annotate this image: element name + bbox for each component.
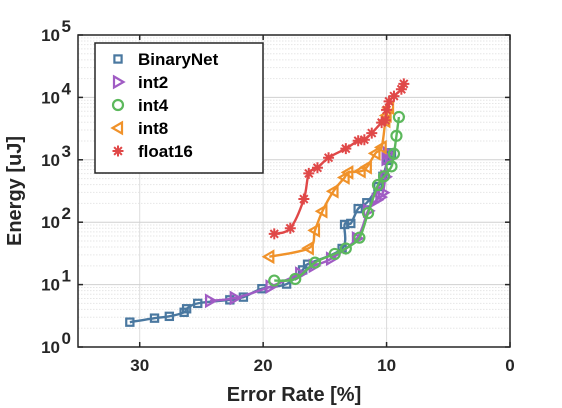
legend-item-int2: int2 [112, 73, 168, 92]
series-int4-point [361, 206, 375, 220]
legend-label-float16: float16 [138, 142, 193, 161]
series-int4-point [289, 272, 302, 286]
y-tick-label: 10 [41, 338, 60, 357]
series-int8-point [336, 170, 350, 185]
series-binarynet-point [353, 203, 363, 214]
series-int2-point [229, 290, 243, 306]
y-tick-label: 10 [41, 88, 60, 107]
series-binarynet-point [193, 298, 203, 309]
legend-marker-int4 [111, 98, 125, 112]
legend-item-int4: int4 [111, 96, 169, 115]
legend-marker-float16 [112, 145, 124, 157]
series-int8-point [261, 249, 275, 265]
y-tick-label-exponent: 0 [62, 329, 71, 348]
legend-label-int4: int4 [138, 96, 169, 115]
y-tick-label-exponent: 2 [62, 204, 71, 223]
x-tick-label: 10 [377, 356, 396, 375]
series-int4-point [353, 231, 366, 244]
series-float16-point [395, 83, 407, 95]
series-binarynet-point [346, 218, 356, 229]
series-int2-point [204, 293, 218, 309]
series-float16-point [358, 134, 370, 146]
y-axis-label: Energy [uJ] [4, 136, 26, 246]
x-tick-label: 30 [130, 356, 149, 375]
series-int8-point [359, 159, 372, 175]
series-int2-point [377, 185, 391, 201]
series-float16-point [268, 228, 280, 240]
legend-label-int2: int2 [138, 73, 168, 92]
series-int8-point [352, 163, 366, 179]
x-axis-label: Error Rate [%] [227, 384, 361, 406]
series-binarynet-point [164, 311, 175, 322]
legend-item-float16: float16 [112, 142, 193, 161]
series-float16-point [398, 78, 410, 90]
legend-item-binarynet: BinaryNet [113, 50, 219, 69]
series-int8-point [307, 222, 321, 238]
series-int4-point [387, 147, 401, 160]
legend-item-int8: int8 [110, 119, 168, 138]
legend-label-binarynet: BinaryNet [138, 50, 219, 69]
series-float16 [268, 78, 410, 240]
series-float16-point [311, 162, 323, 174]
series-float16-point [323, 152, 335, 164]
series-int4-point [385, 160, 398, 173]
series-binarynet-point [149, 313, 160, 323]
legend: BinaryNet int2 int4 int8 float16 [94, 42, 264, 174]
x-tick-label: 0 [505, 356, 514, 375]
series-float16-point [366, 127, 378, 139]
series-int4-point [392, 110, 406, 124]
series-float16-point [383, 95, 395, 107]
y-tick-label: 10 [41, 213, 60, 232]
series-float16-point [381, 104, 393, 116]
grid [78, 35, 510, 347]
series-float16-point [388, 90, 400, 102]
legend-marker-int2 [112, 74, 126, 90]
series-float16-point [352, 135, 364, 147]
series-int4-point [268, 274, 281, 287]
legend-marker-int8 [110, 120, 124, 136]
series-int8-point [314, 203, 328, 219]
series-int4-point [378, 170, 391, 183]
series-int4-point [308, 256, 322, 269]
series-int4 [268, 110, 406, 287]
series-int4-point [390, 129, 403, 142]
series-float16-point [298, 193, 310, 205]
legend-marker-binarynet [113, 54, 123, 64]
series-int8-point [325, 183, 339, 199]
series-int8-point [367, 145, 381, 161]
series-group [125, 78, 410, 327]
y-tick-label-exponent: 3 [62, 142, 71, 161]
y-tick-label-exponent: 4 [62, 79, 72, 98]
x-tick-label: 20 [254, 356, 273, 375]
series-int4-line [274, 116, 401, 283]
y-tick-label: 10 [41, 276, 60, 295]
y-tick-label-exponent: 5 [62, 17, 71, 36]
series-int8-point [340, 164, 354, 180]
y-tick-label: 10 [41, 26, 60, 45]
series-binarynet-point [125, 317, 135, 327]
plot-area-frame [77, 34, 511, 348]
series-int8-point [373, 139, 387, 155]
ticks: 30 20 10 010 010 110 210 310 410 5 [41, 17, 515, 375]
series-int4-point [328, 247, 341, 261]
legend-label-int8: int8 [138, 119, 168, 138]
series-float16-point [303, 167, 315, 179]
series-int4-point [339, 242, 352, 255]
series-int4-point [371, 178, 385, 192]
series-binarynet-point [181, 304, 192, 314]
series-float16-point [340, 143, 352, 155]
series-float16-point [379, 114, 391, 126]
series-int8-point [301, 240, 314, 256]
series-float16-point [284, 222, 296, 234]
y-tick-label-exponent: 1 [62, 267, 71, 286]
y-tick-label: 10 [41, 151, 60, 170]
series-int2-point [375, 189, 389, 205]
